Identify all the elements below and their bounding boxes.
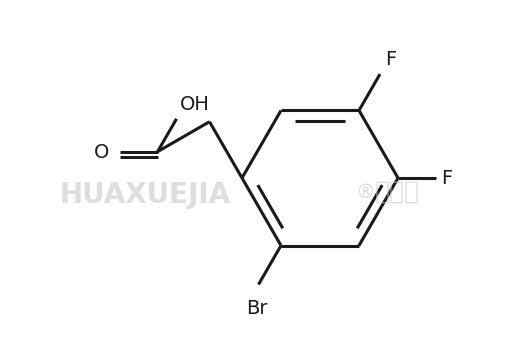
Text: OH: OH — [179, 95, 210, 114]
Text: HUAXUEJIA: HUAXUEJIA — [60, 181, 231, 209]
Text: ®: ® — [355, 183, 374, 201]
Text: F: F — [441, 168, 452, 188]
Text: O: O — [94, 143, 110, 162]
Text: F: F — [385, 50, 396, 69]
Text: 化学加: 化学加 — [375, 180, 420, 204]
Text: Br: Br — [246, 299, 267, 318]
